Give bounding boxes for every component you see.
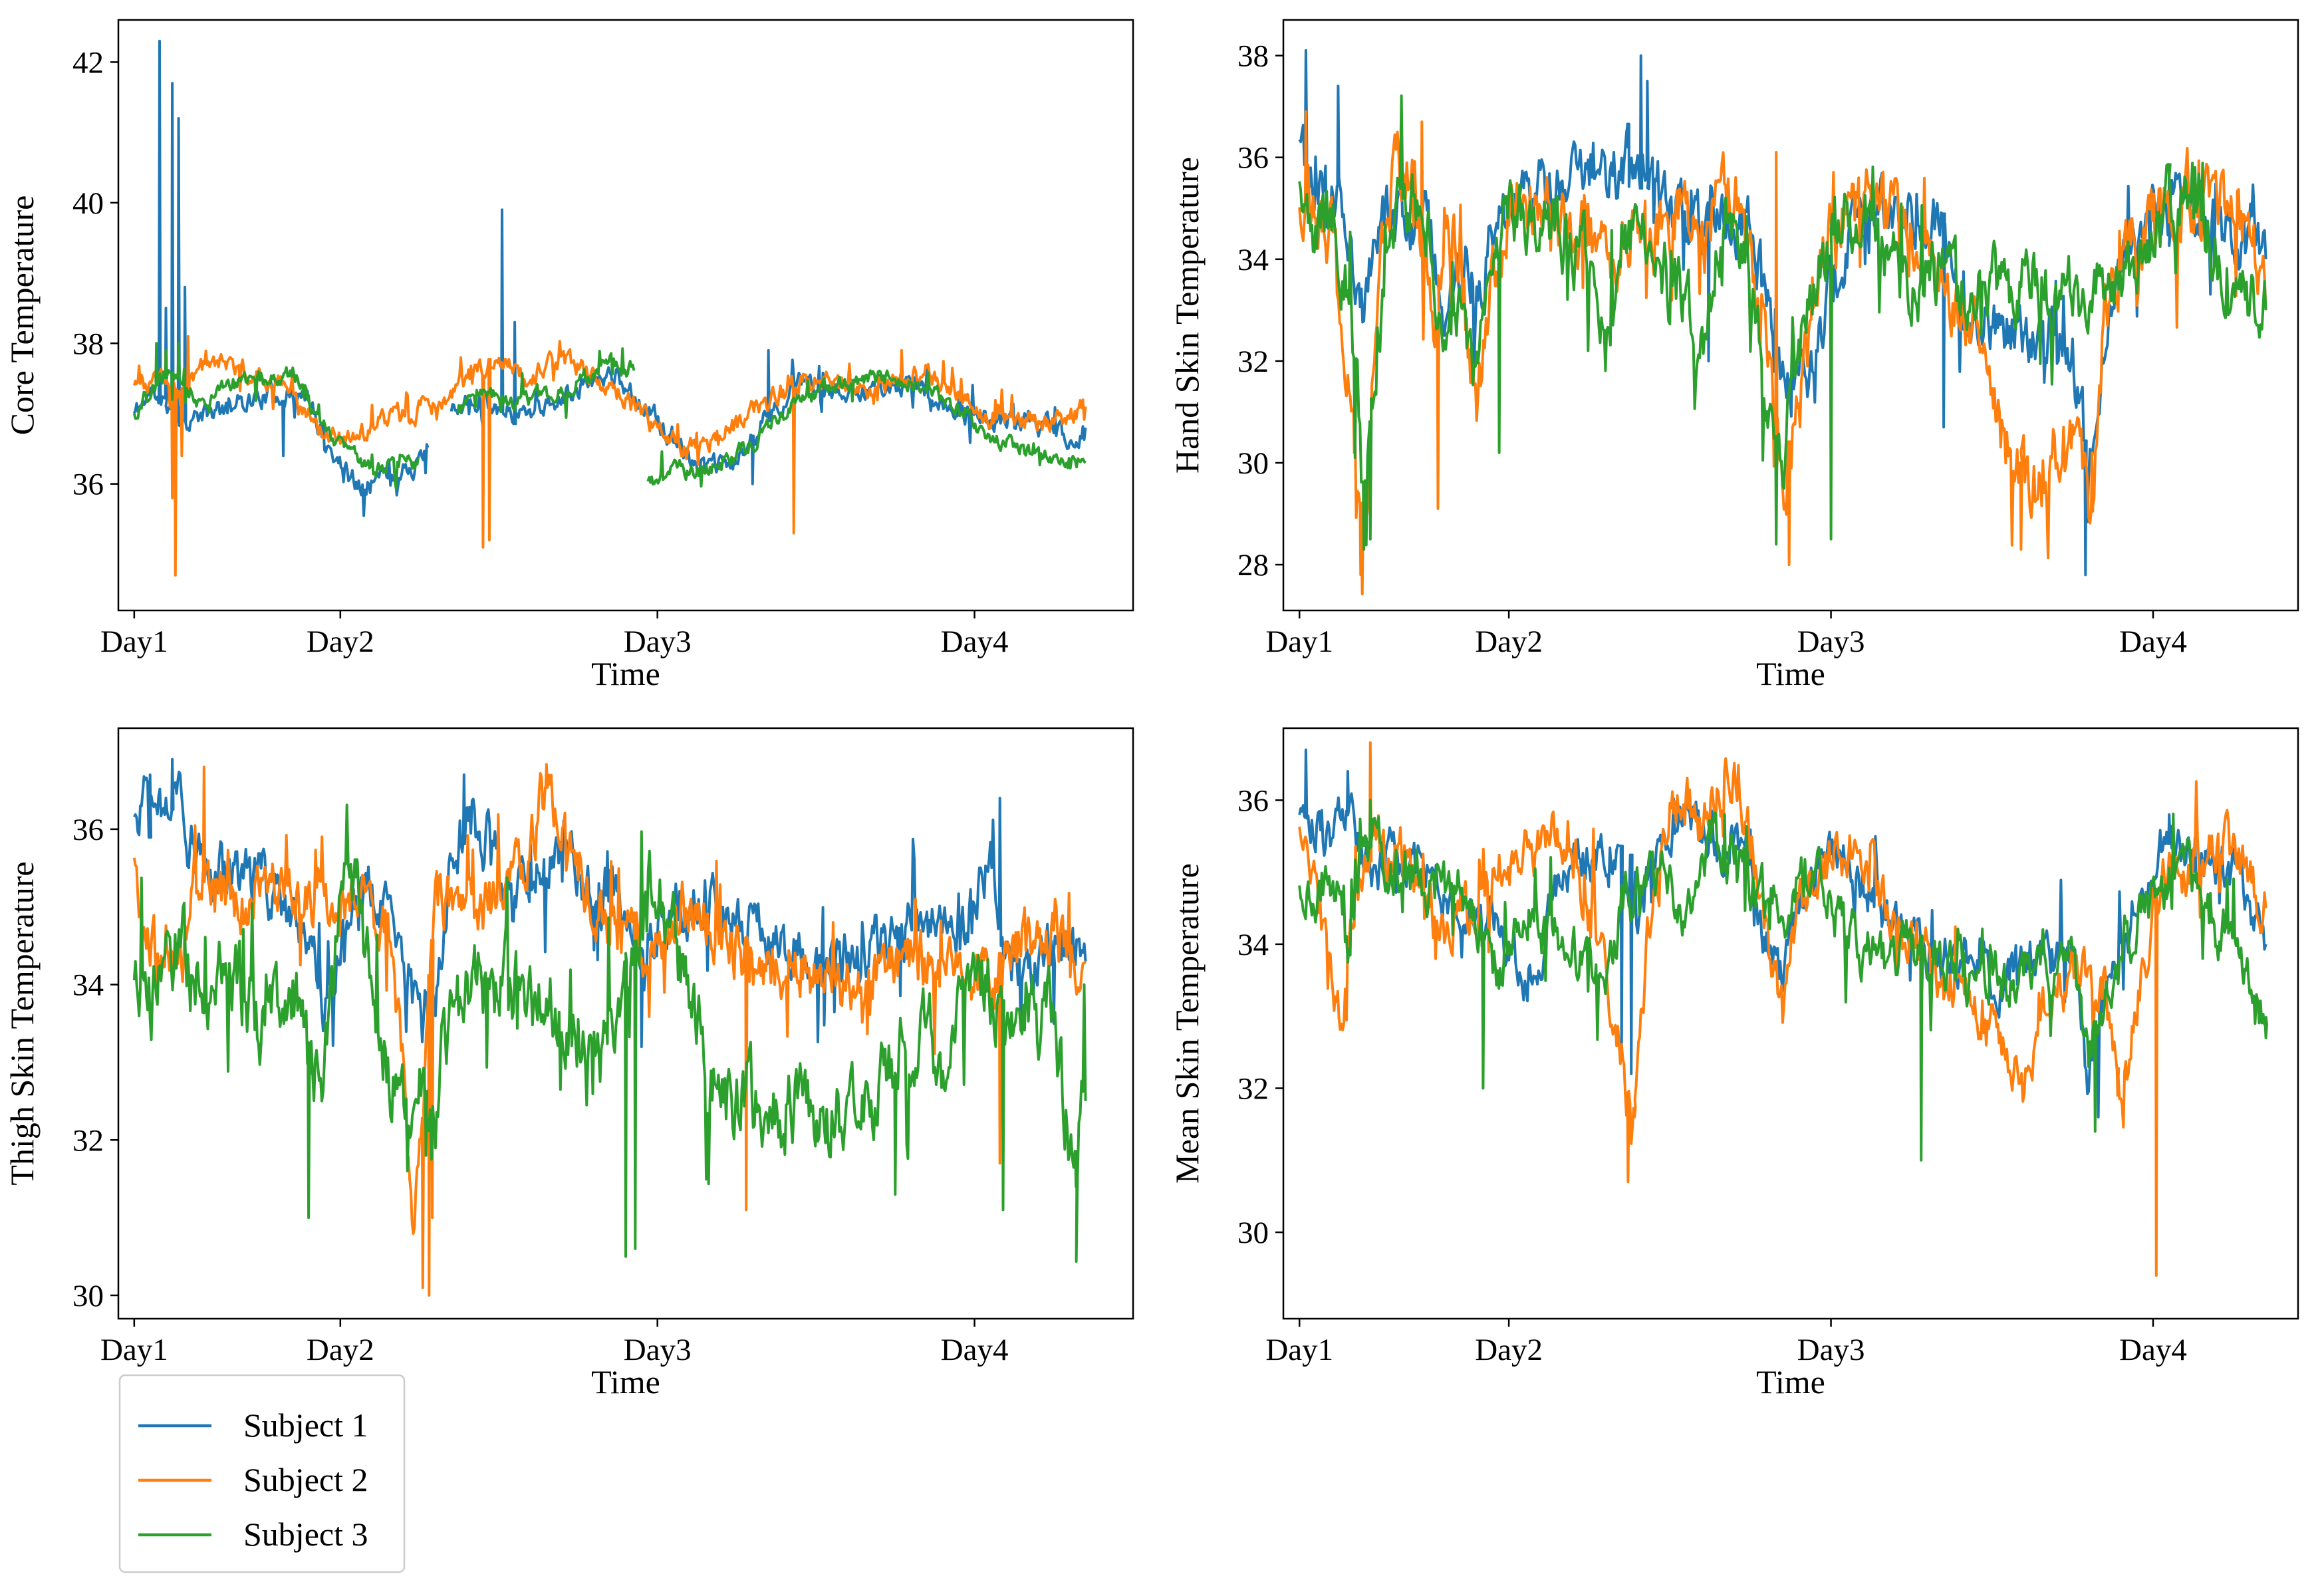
x-tick-label: Day3 — [1797, 624, 1865, 659]
series-line-subject-2 — [1298, 110, 2267, 596]
y-tick-label: 34 — [1237, 928, 1269, 962]
hand-skin-temperature-panel: 28 30 32 34 36 38 Day1 Day2 Day3 Day4 Time Hand S… — [1168, 19, 2299, 692]
axis-ticks: 30 32 34 36 Day1 Day2 Day3 Day4 — [72, 813, 1008, 1367]
x-tick-label: Day1 — [100, 1333, 168, 1367]
axis-ticks: 36 38 40 42 Day1 Day2 Day3 Day4 — [72, 45, 1008, 659]
x-tick-label: Day3 — [1797, 1333, 1865, 1367]
y-tick-label: 36 — [72, 467, 104, 502]
x-tick-label: Day1 — [1265, 624, 1333, 659]
core-temperature-panel: 36 38 40 42 Day1 Day2 Day3 Day4 Time Core Tempe… — [3, 19, 1134, 692]
plot-lines — [1298, 741, 2268, 1277]
series-line-subject-2 — [1298, 741, 2267, 1277]
axes-frame — [1282, 19, 2299, 612]
x-tick-label: Day4 — [941, 624, 1009, 659]
y-axis-label: Mean Skin Temperature — [1168, 863, 1206, 1184]
y-tick-label: 36 — [1237, 141, 1269, 176]
series-line-subject-1 — [133, 757, 1087, 1049]
x-axis-label: Time — [591, 1363, 660, 1400]
y-tick-label: 28 — [1237, 548, 1269, 583]
x-tick-label: Day2 — [1475, 1333, 1543, 1367]
axes-frame — [117, 19, 1134, 612]
legend-label-subject-1: Subject 1 — [243, 1406, 368, 1444]
y-axis-label: Thigh Skin Temperature — [3, 861, 41, 1185]
x-axis-label: Time — [591, 655, 660, 692]
legend-label-subject-3: Subject 3 — [243, 1516, 368, 1553]
x-tick-label: Day3 — [624, 1333, 692, 1367]
series-line-subject-3 — [1298, 799, 2268, 1162]
x-tick-label: Day2 — [307, 624, 374, 659]
mean-skin-temperature-panel: 30 32 34 36 Day1 Day2 Day3 Day4 Time Mean Skin … — [1168, 727, 2299, 1400]
x-tick-label: Day2 — [1475, 624, 1543, 659]
plot-lines — [132, 39, 1087, 577]
axes-frame — [117, 727, 1134, 1320]
y-tick-label: 30 — [72, 1279, 104, 1313]
thigh-skin-temperature-panel: 30 32 34 36 Day1 Day2 Day3 Day4 Time Thigh Skin… — [3, 727, 1134, 1400]
y-tick-label: 36 — [1237, 783, 1269, 818]
y-tick-label: 30 — [1237, 1216, 1269, 1250]
x-axis-label: Time — [1756, 1363, 1825, 1400]
y-axis-label: Hand Skin Temperature — [1168, 157, 1206, 473]
y-tick-label: 38 — [1237, 39, 1269, 74]
series-line-subject-2 — [132, 763, 1087, 1297]
y-tick-label: 34 — [72, 968, 104, 1003]
axis-ticks: 28 30 32 34 36 38 Day1 Day2 Day3 Day4 — [1237, 39, 2187, 659]
x-tick-label: Day4 — [2119, 624, 2187, 659]
y-tick-label: 32 — [1237, 1071, 1269, 1106]
legend: Subject 1 Subject 2 Subject 3 — [118, 1374, 406, 1573]
y-axis-label: Core Temperature — [3, 196, 41, 436]
plot-lines — [132, 757, 1087, 1297]
x-axis-label: Time — [1756, 655, 1825, 692]
series-line-subject-3 — [132, 803, 1087, 1263]
x-tick-label: Day4 — [2119, 1333, 2187, 1367]
x-tick-label: Day1 — [100, 624, 168, 659]
x-tick-label: Day4 — [941, 1333, 1009, 1367]
y-tick-label: 32 — [1237, 344, 1269, 379]
plot-lines — [1298, 49, 2267, 596]
legend-label-subject-2: Subject 2 — [243, 1461, 368, 1498]
series-line-subject-2 — [132, 334, 1087, 577]
y-tick-label: 36 — [72, 813, 104, 847]
y-tick-label: 30 — [1237, 446, 1269, 481]
series-line-subject-3 — [132, 342, 1087, 491]
axis-ticks: 30 32 34 36 Day1 Day2 Day3 Day4 — [1237, 783, 2187, 1367]
y-tick-label: 40 — [72, 186, 104, 221]
series-line-subject-1 — [132, 39, 1087, 517]
x-tick-label: Day1 — [1265, 1333, 1333, 1367]
y-tick-label: 38 — [72, 327, 104, 361]
x-tick-label: Day2 — [307, 1333, 374, 1367]
x-tick-label: Day3 — [624, 624, 692, 659]
y-tick-label: 32 — [72, 1123, 104, 1158]
y-tick-label: 42 — [72, 45, 104, 80]
axes-frame — [1282, 727, 2299, 1320]
y-tick-label: 34 — [1237, 243, 1269, 277]
series-line-subject-3 — [1298, 94, 2267, 551]
